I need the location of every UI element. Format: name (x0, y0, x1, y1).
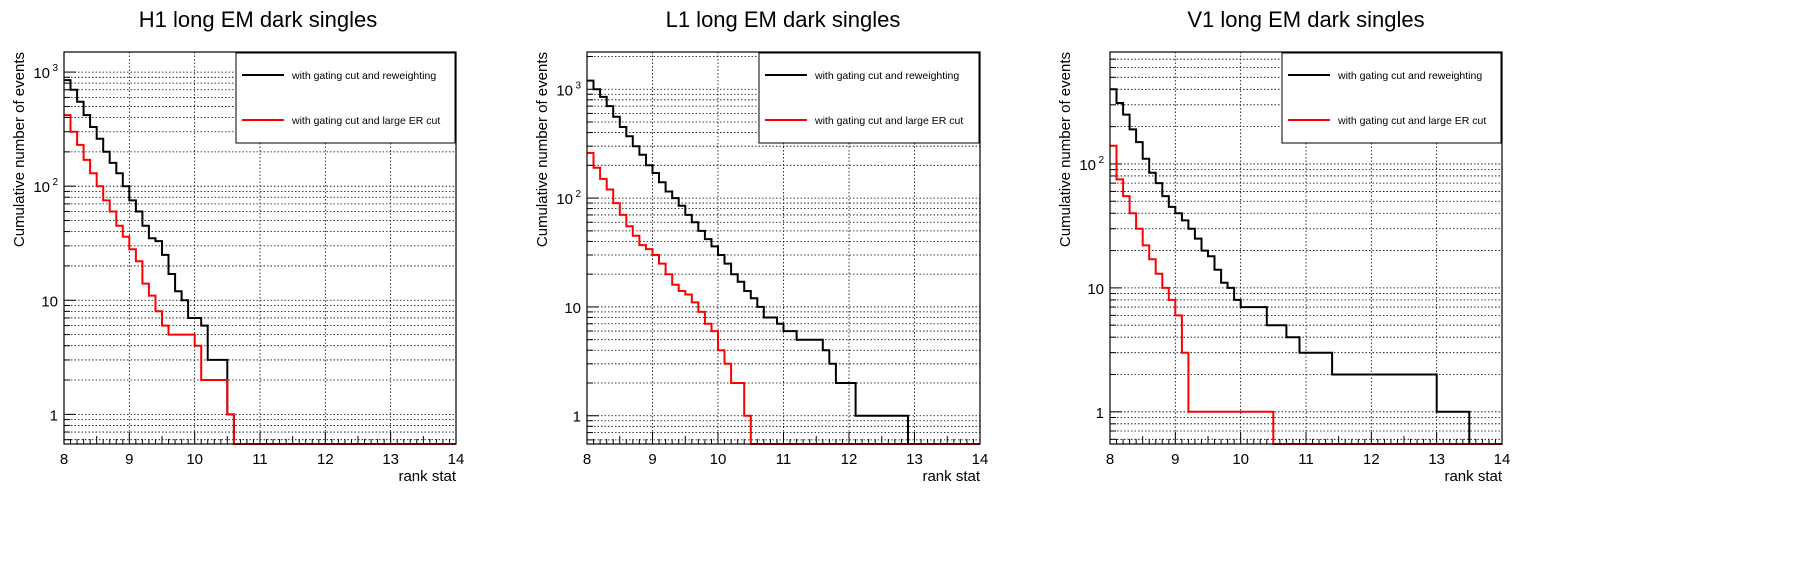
y-axis-label: Cumulative number of events (534, 52, 551, 247)
series-line-black (587, 79, 980, 445)
x-tick-label: 9 (125, 451, 133, 468)
y-tick-label: 10 (41, 293, 58, 310)
y-tick-label: 10 (33, 179, 50, 196)
x-tick-label: 8 (60, 451, 68, 468)
legend-entry-label: with gating cut and large ER cut (1337, 115, 1486, 127)
y-axis-label: Cumulative number of events (1057, 52, 1074, 247)
x-tick-label: 12 (317, 451, 334, 468)
chart-title: L1 long EM dark singles (666, 7, 901, 32)
y-tick-label: 10 (33, 65, 50, 82)
y-tick-label: 10 (556, 82, 573, 99)
legend-entry-label: with gating cut and reweighting (291, 70, 436, 82)
legend-box (1281, 52, 1502, 144)
y-tick-exponent: 2 (1098, 155, 1104, 166)
x-tick-label: 11 (252, 451, 268, 468)
series-line-black (1110, 88, 1502, 445)
plot-frame (1109, 51, 1503, 445)
y-tick-exponent: 3 (52, 63, 58, 74)
x-tick-label: 13 (1428, 451, 1445, 468)
x-tick-label: 11 (776, 451, 792, 468)
x-tick-label: 12 (841, 451, 858, 468)
x-tick-label: 9 (648, 451, 656, 468)
legend: with gating cut and reweighting with gati… (235, 52, 456, 144)
x-tick-label: 9 (1171, 451, 1179, 468)
x-tick-label: 13 (906, 451, 923, 468)
chart-title: H1 long EM dark singles (139, 7, 377, 32)
y-tick-label: 1 (573, 409, 581, 426)
legend-entry-label: with gating cut and large ER cut (291, 115, 440, 127)
x-tick-label: 13 (382, 451, 399, 468)
y-tick-exponent: 2 (575, 189, 581, 200)
x-axis-label: rank stat (922, 468, 980, 485)
legend-entry-label: with gating cut and reweighting (814, 70, 959, 82)
legend: with gating cut and reweighting with gati… (758, 52, 980, 144)
y-tick-exponent: 2 (52, 177, 58, 188)
x-tick-label: 14 (1494, 451, 1511, 468)
x-tick-label: 8 (1106, 451, 1114, 468)
y-tick-label: 10 (564, 300, 581, 317)
legend-box (235, 52, 456, 144)
x-tick-label: 11 (1298, 451, 1314, 468)
plot-frame (63, 51, 457, 445)
y-tick-label: 1 (1096, 405, 1104, 422)
y-tick-label: 10 (1079, 157, 1096, 174)
y-axis-label: Cumulative number of events (11, 52, 28, 247)
legend-box (758, 52, 980, 144)
plot-frame (586, 51, 981, 445)
x-tick-label: 10 (186, 451, 203, 468)
x-tick-label: 14 (448, 451, 465, 468)
axis-ticks (63, 71, 457, 444)
x-tick-label: 10 (710, 451, 727, 468)
y-tick-label: 1 (50, 407, 58, 424)
x-tick-label: 10 (1232, 451, 1249, 468)
chart-title: V1 long EM dark singles (1187, 7, 1424, 32)
y-tick-exponent: 3 (575, 80, 581, 91)
x-axis-label: rank stat (1444, 468, 1502, 485)
y-tick-label: 10 (556, 191, 573, 208)
legend: with gating cut and reweighting with gati… (1281, 52, 1502, 144)
x-axis-label: rank stat (398, 468, 456, 485)
legend-entry-label: with gating cut and large ER cut (814, 115, 963, 127)
x-tick-label: 12 (1363, 451, 1380, 468)
x-tick-label: 14 (972, 451, 989, 468)
y-tick-label: 10 (1087, 281, 1104, 298)
legend-entry-label: with gating cut and reweighting (1337, 70, 1482, 82)
x-tick-label: 8 (583, 451, 591, 468)
